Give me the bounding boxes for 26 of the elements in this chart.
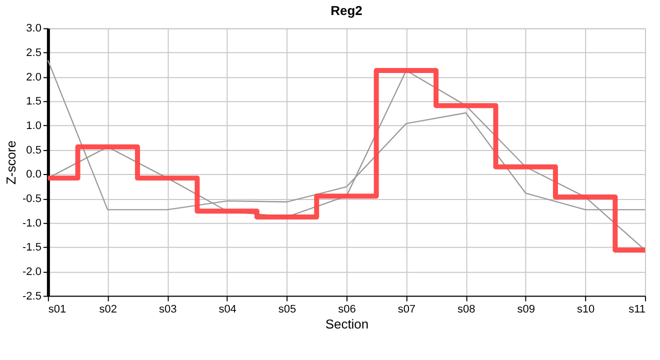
x-tick-label: s11 [628,303,646,316]
y-tick-label: -2.5 [22,290,42,302]
y-tick-label: 0.5 [26,144,42,156]
y-tick-label: 2.0 [26,71,42,84]
y-tick-label: -1.0 [22,217,42,230]
y-tick-label: -0.5 [22,192,42,205]
y-tick-label: 3.0 [26,22,42,35]
y-tick-label: 0.0 [26,168,42,181]
x-tick-label: s09 [517,303,535,316]
x-tick-label: s02 [99,303,117,316]
x-tick-label: s04 [218,303,236,316]
x-tick-label: s06 [338,303,356,316]
x-tick-label: s07 [398,303,416,316]
x-tick-label: s03 [159,303,177,316]
x-tick-label: s05 [278,303,296,316]
y-tick-label: 2.5 [26,47,42,60]
y-tick-label: 1.5 [26,96,42,108]
x-tick-label: s08 [458,303,476,316]
chart-title: Reg2 [330,3,362,18]
y-tick-label: 1.0 [26,120,42,132]
x-tick-label: s01 [48,303,66,316]
y-axis-title: Z-score [4,140,19,184]
y-tick-label: -1.5 [22,242,42,254]
x-axis-title: Section [325,316,369,332]
y-tick-label: -2.0 [22,266,42,278]
x-tick-label: s10 [576,303,595,316]
